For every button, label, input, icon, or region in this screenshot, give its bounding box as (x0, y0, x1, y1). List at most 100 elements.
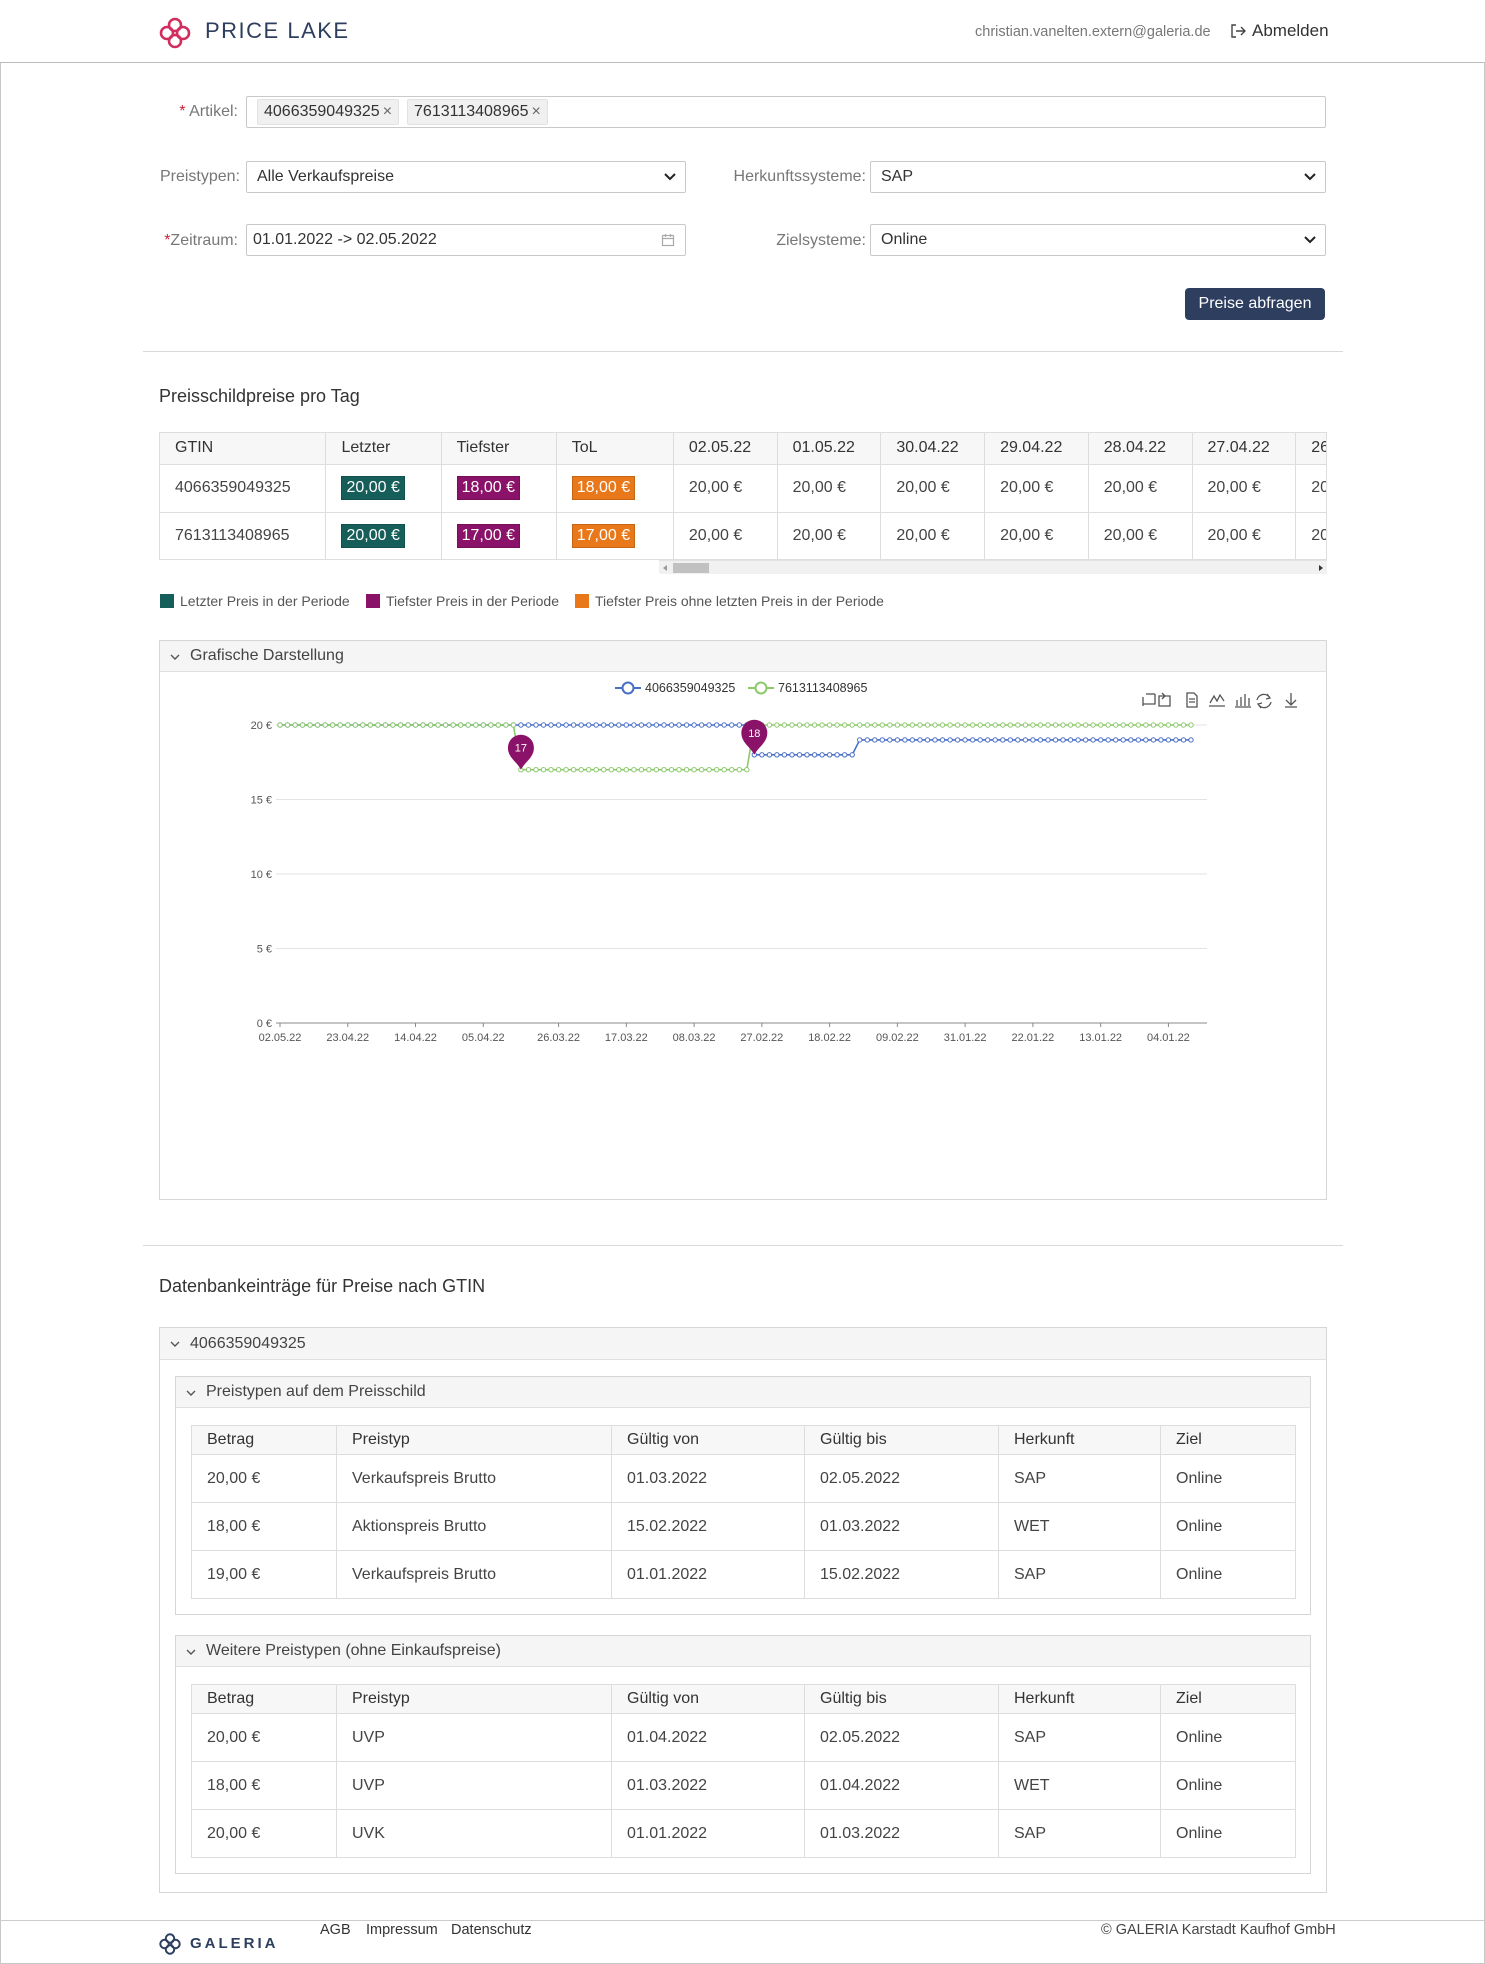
data-view-icon[interactable] (1186, 692, 1198, 708)
chevron-down-icon (1304, 173, 1316, 181)
line-chart-icon[interactable] (1209, 693, 1225, 707)
data-point (992, 737, 998, 743)
data-point (1082, 737, 1089, 743)
footer-link-impressum[interactable]: Impressum (366, 1922, 438, 1938)
price-group-panel: Weitere Preistypen (ohne Einkaufspreise)… (175, 1635, 1311, 1874)
data-point (578, 767, 584, 773)
data-point (1158, 737, 1164, 743)
price-table: GTIN Letzter Tiefster ToL 02.05.22 01.05… (159, 432, 1327, 560)
data-point (284, 722, 291, 728)
table-row: 7613113408965 20,00 € 17,00 € 17,00 € 20… (160, 512, 1326, 559)
data-point (902, 737, 908, 743)
data-point (887, 737, 893, 743)
logout-label: Abmelden (1252, 21, 1329, 40)
column-header: Ziel (1160, 1425, 1296, 1455)
column-header: Tiefster (441, 433, 557, 465)
data-point (299, 722, 306, 728)
footer-link-datenschutz[interactable]: Datenschutz (451, 1922, 532, 1938)
chevron-down-icon (170, 654, 180, 660)
tol-price-badge: 17,00 € (571, 524, 636, 548)
artikel-select[interactable]: 4066359049325 × 7613113408965 × (246, 96, 1326, 128)
lowest-price-badge: 17,00 € (456, 524, 520, 548)
data-point (1015, 722, 1021, 728)
refresh-icon[interactable] (1256, 693, 1272, 709)
data-point (586, 767, 592, 773)
data-point (563, 767, 569, 773)
zeitraum-datepicker[interactable]: 01.01.2022 -> 02.05.2022 (246, 224, 686, 256)
chart-panel-header[interactable]: Grafische Darstellung (160, 641, 1326, 672)
data-point (759, 752, 765, 758)
data-point (427, 722, 434, 728)
price-group-header[interactable]: Weitere Preistypen (ohne Einkaufspreise) (176, 1636, 1310, 1667)
price-group-header[interactable]: Preistypen auf dem Preisschild (176, 1377, 1310, 1408)
preistypen-select[interactable]: Alle Verkaufspreise (246, 161, 686, 193)
artikel-tag[interactable]: 4066359049325 × (257, 99, 400, 125)
data-point (1060, 737, 1066, 743)
zoom-reset-icon[interactable] (1158, 692, 1171, 707)
marker-pin (741, 719, 768, 755)
scroll-right-icon[interactable] (1317, 564, 1325, 572)
logout-button[interactable]: Abmelden (1230, 21, 1329, 41)
day-price-cell: 20,00 € (1088, 464, 1193, 513)
download-icon[interactable] (1285, 693, 1297, 708)
data-point (736, 767, 742, 773)
data-point (849, 752, 855, 758)
min-price-marker: 18 (741, 719, 768, 755)
data-point (729, 722, 735, 728)
preistypen-label: Preistypen: (159, 168, 240, 185)
day-price-cell: 20,00 € (777, 512, 882, 559)
table-row: 20,00 € UVK 01.01.2022 01.03.2022 SAP Online (191, 1809, 1296, 1858)
table-row: 18,00 € Aktionspreis Brutto 15.02.2022 01.0… (191, 1502, 1296, 1551)
table-row: 4066359049325 20,00 € 18,00 € 18,00 € 20… (160, 464, 1326, 513)
column-header: Ziel (1160, 1684, 1296, 1714)
column-header: 26.04.22 (1295, 433, 1326, 465)
zoom-icon[interactable] (1142, 693, 1156, 706)
column-header: Preistyp (336, 1684, 612, 1714)
column-header: Gültig von (611, 1684, 805, 1714)
data-point (540, 767, 547, 773)
data-point (646, 722, 652, 728)
marker-label: 18 (748, 728, 760, 740)
legend-swatch (575, 594, 589, 608)
data-point (533, 722, 539, 728)
price-chart: 4066359049325 7613113408965 0 € 5 € 10 € 15… (251, 681, 1297, 1044)
data-point (1180, 737, 1187, 743)
x-tick-label: 09.02.22 (876, 1032, 919, 1044)
data-point (992, 722, 998, 728)
scrollbar-thumb[interactable] (673, 563, 709, 573)
data-point (714, 722, 720, 728)
gtin-panel-header[interactable]: 4066359049325 (160, 1328, 1326, 1360)
data-point (435, 722, 441, 728)
herkunft-select[interactable]: SAP (870, 161, 1326, 193)
scroll-left-icon[interactable] (661, 564, 669, 572)
data-point (1150, 722, 1157, 728)
data-point (360, 722, 366, 728)
data-point (375, 722, 381, 728)
data-point (917, 722, 923, 728)
data-point (698, 767, 705, 773)
column-header: 28.04.22 (1088, 433, 1193, 465)
horizontal-scrollbar[interactable] (659, 560, 1327, 574)
bar-chart-icon[interactable] (1235, 694, 1251, 708)
artikel-tag[interactable]: 7613113408965 × (407, 99, 548, 125)
preise-abfragen-button[interactable]: Preise abfragen (1185, 288, 1325, 320)
data-point (1173, 722, 1179, 728)
data-point (382, 722, 389, 728)
data-point (1113, 737, 1119, 743)
data-point (631, 767, 637, 773)
data-point (548, 722, 554, 728)
data-point (1128, 737, 1134, 743)
day-price-cell: 20,00 € (1088, 512, 1193, 559)
data-point (1120, 737, 1126, 743)
ziel-select[interactable]: Online (870, 224, 1326, 256)
footer-link-agb[interactable]: AGB (320, 1922, 351, 1938)
data-point (653, 767, 660, 773)
data-point (337, 722, 343, 728)
data-point (1075, 737, 1081, 743)
data-point (872, 737, 878, 743)
price-entries-table: Betrag Preistyp Gültig von Gültig bis Herkun… (191, 1425, 1296, 1599)
data-point (1143, 737, 1149, 743)
data-point (932, 737, 938, 743)
data-point (1082, 722, 1089, 728)
x-tick-label: 22.01.22 (1011, 1032, 1054, 1044)
